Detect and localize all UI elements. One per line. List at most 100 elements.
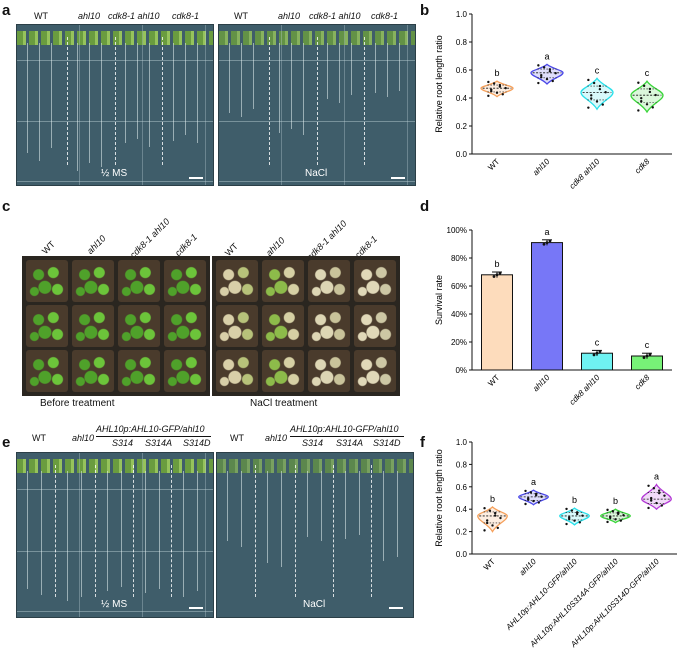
x-tick-label: WT [486, 157, 501, 172]
y-tick-label: 1.0 [456, 10, 468, 19]
e-right-header-wt: WT [230, 433, 244, 443]
y-tick-label: 0.8 [456, 38, 468, 47]
significance-letter: c [595, 337, 600, 347]
violin [630, 80, 664, 114]
bar [481, 274, 513, 371]
x-tick-label: ahl10 [531, 373, 552, 394]
data-point [567, 516, 571, 519]
c-right-tray [212, 256, 400, 396]
plant-pot [118, 260, 160, 302]
e-left-header-s314a: S314A [145, 438, 173, 448]
violin [600, 508, 631, 524]
y-tick-label: 0.8 [456, 460, 468, 469]
data-point [488, 509, 492, 512]
data-point [573, 519, 576, 522]
plant-pot [354, 350, 396, 392]
data-point [645, 354, 649, 358]
data-point [542, 242, 546, 246]
plant-pot [216, 305, 258, 347]
data-point [565, 507, 568, 511]
plant-pot [26, 350, 68, 392]
a-left-header-wt: WT [34, 11, 48, 21]
e-right-condition: NaCl [303, 599, 326, 610]
data-point [611, 510, 615, 513]
a-left-plate: ½ MS [16, 24, 214, 186]
significance-letter: b [490, 494, 495, 504]
data-point [499, 516, 502, 520]
data-point [587, 106, 590, 109]
data-point [495, 91, 499, 94]
data-point [483, 529, 486, 532]
a-right-header-ahl10: ahl10 [278, 11, 301, 21]
significance-letter: a [544, 51, 549, 61]
x-tick-label: cdk8 ahl10 [568, 373, 602, 407]
data-point [590, 97, 593, 100]
e-left-construct: AHL10p:AHL10-GFP/ahl10 [96, 424, 205, 434]
plant-pot [164, 305, 206, 347]
x-tick-label: WT [486, 373, 501, 388]
plant-pot [164, 260, 206, 302]
data-point [485, 521, 489, 525]
chart-f: 0.0 0.2 0.4 0.6 0.8 1.0 Relative root length r… [434, 438, 677, 650]
y-tick-label: 60% [451, 282, 467, 291]
violin [518, 489, 549, 506]
y-tick-label: 20% [451, 338, 467, 347]
data-point [598, 350, 602, 353]
e-left-header-ahl10: ahl10 [72, 433, 95, 443]
plant-pot [308, 260, 350, 302]
violin [477, 506, 508, 533]
significance-letter: c [645, 340, 650, 350]
x-tick-label: ahl10 [518, 557, 539, 578]
plant-pot [354, 260, 396, 302]
data-point [540, 495, 543, 498]
data-point [570, 509, 574, 512]
y-tick-label: 0.0 [456, 550, 468, 559]
data-point [640, 100, 643, 103]
data-point [595, 351, 599, 355]
e-right-header-ahl10: ahl10 [265, 433, 288, 443]
plant-pot [262, 260, 304, 302]
data-point [548, 68, 552, 71]
data-point [606, 508, 609, 512]
data-point [524, 489, 527, 493]
a-left-header-cdk8: cdk8-1 [172, 11, 200, 21]
data-point [532, 499, 535, 503]
violin [641, 483, 672, 511]
violin [480, 80, 514, 98]
data-point [590, 94, 593, 97]
data-point [551, 79, 554, 83]
a-right-condition: NaCl [305, 168, 328, 179]
data-point [491, 524, 494, 527]
x-tick-label: cdk8 [633, 157, 652, 176]
c-left-header-cdk8: cdk8-1 [172, 231, 200, 258]
data-point [648, 90, 652, 94]
data-point [649, 499, 653, 502]
plant-pot [308, 305, 350, 347]
panel-a-label: a [2, 2, 11, 19]
c-left-tray [22, 256, 210, 396]
seedling-row [17, 459, 213, 473]
data-point [595, 100, 599, 103]
y-tick-label: 0.0 [456, 150, 468, 159]
e-right-header-s314: S314 [302, 438, 324, 448]
c-left-header-wt: WT [39, 239, 57, 256]
chart-b: 0.0 0.2 0.4 0.6 0.8 1.0 Relative root length r… [434, 10, 672, 191]
violin [580, 77, 614, 111]
data-point [645, 103, 649, 106]
a-left-header-cdk8ahl10: cdk8-1 ahl10 [108, 11, 160, 21]
plant-pot [26, 260, 68, 302]
data-point [575, 512, 579, 516]
data-point [567, 517, 571, 521]
violin [530, 63, 564, 85]
significance-letter: a [531, 477, 536, 487]
c-right-header-ahl10: ahl10 [263, 235, 287, 258]
significance-letter: a [544, 227, 549, 237]
e-left-condition: ½ MS [101, 599, 128, 610]
a-right-header-cdk8ahl10: cdk8-1 ahl10 [309, 11, 361, 21]
significance-letter: b [494, 259, 499, 269]
plant-pot [164, 350, 206, 392]
c-left-caption: Before treatment [40, 398, 115, 409]
data-point [565, 522, 568, 526]
data-point [545, 241, 549, 244]
data-point [604, 91, 607, 94]
